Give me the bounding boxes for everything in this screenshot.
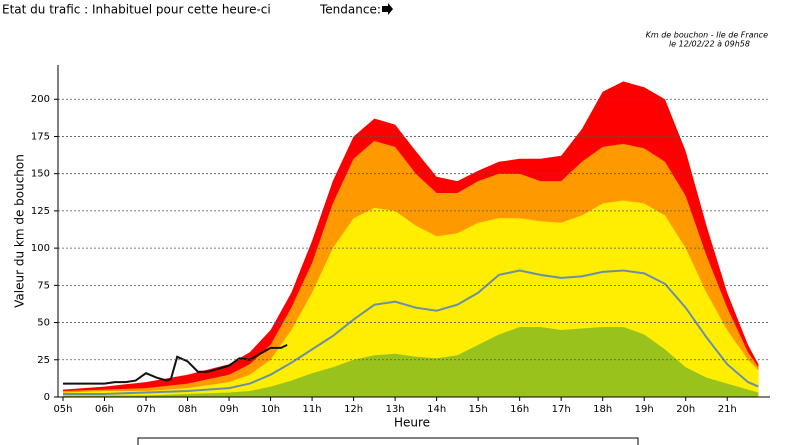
- x-tick-label: 14h: [427, 404, 446, 415]
- x-tick-label: 15h: [469, 404, 488, 415]
- x-axis-label: Heure: [394, 416, 430, 430]
- x-tick-label: 20h: [676, 404, 695, 415]
- x-tick-label: 16h: [510, 404, 529, 415]
- trend-arrow: [382, 3, 393, 15]
- chart-title: Km de bouchon - Ile de France: [646, 31, 768, 40]
- x-tick-label: 13h: [386, 404, 405, 415]
- y-axis-label: Valeur du km de bouchon: [13, 154, 27, 308]
- y-tick-label: 175: [31, 131, 50, 142]
- y-tick-label: 75: [37, 280, 50, 291]
- y-tick-label: 25: [37, 355, 50, 366]
- x-tick-label: 17h: [552, 404, 571, 415]
- line: [63, 343, 288, 385]
- y-tick-label: 100: [31, 243, 50, 254]
- x-tick-label: 06h: [95, 404, 114, 415]
- line: [63, 269, 759, 395]
- y-tick-label: 200: [31, 94, 50, 105]
- traffic-status: Etat du trafic : Inhabituel pour cette h…: [2, 3, 271, 17]
- x-tick-label: 05h: [53, 404, 72, 415]
- x-tick-label: 08h: [178, 404, 197, 415]
- y-tick-label: 0: [44, 392, 50, 403]
- legend-box: [137, 437, 639, 445]
- x-tick-label: 21h: [718, 404, 737, 415]
- x-tick-label: 12h: [344, 404, 363, 415]
- x-tick-label: 19h: [635, 404, 654, 415]
- y-tick-label: 125: [31, 206, 50, 217]
- x-tick-label: 10h: [261, 404, 280, 415]
- trend-label: Tendance:: [319, 3, 381, 17]
- area-band: [63, 327, 759, 397]
- x-tick-label: 11h: [303, 404, 322, 415]
- x-tick-label: 18h: [593, 404, 612, 415]
- x-tick-label: 07h: [136, 404, 155, 415]
- y-tick-label: 150: [31, 169, 50, 180]
- y-tick-label: 50: [37, 318, 50, 329]
- chart-subtitle: le 12/02/22 à 09h58: [669, 40, 750, 49]
- x-tick-label: 09h: [220, 404, 239, 415]
